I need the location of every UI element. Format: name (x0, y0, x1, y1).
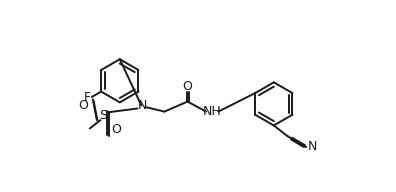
Text: NH: NH (203, 105, 222, 118)
Text: F: F (84, 91, 91, 104)
Text: O: O (111, 123, 121, 136)
Text: N: N (308, 140, 317, 153)
Text: O: O (183, 80, 192, 93)
Text: S: S (99, 109, 107, 122)
Text: O: O (79, 99, 89, 112)
Text: N: N (137, 99, 147, 112)
